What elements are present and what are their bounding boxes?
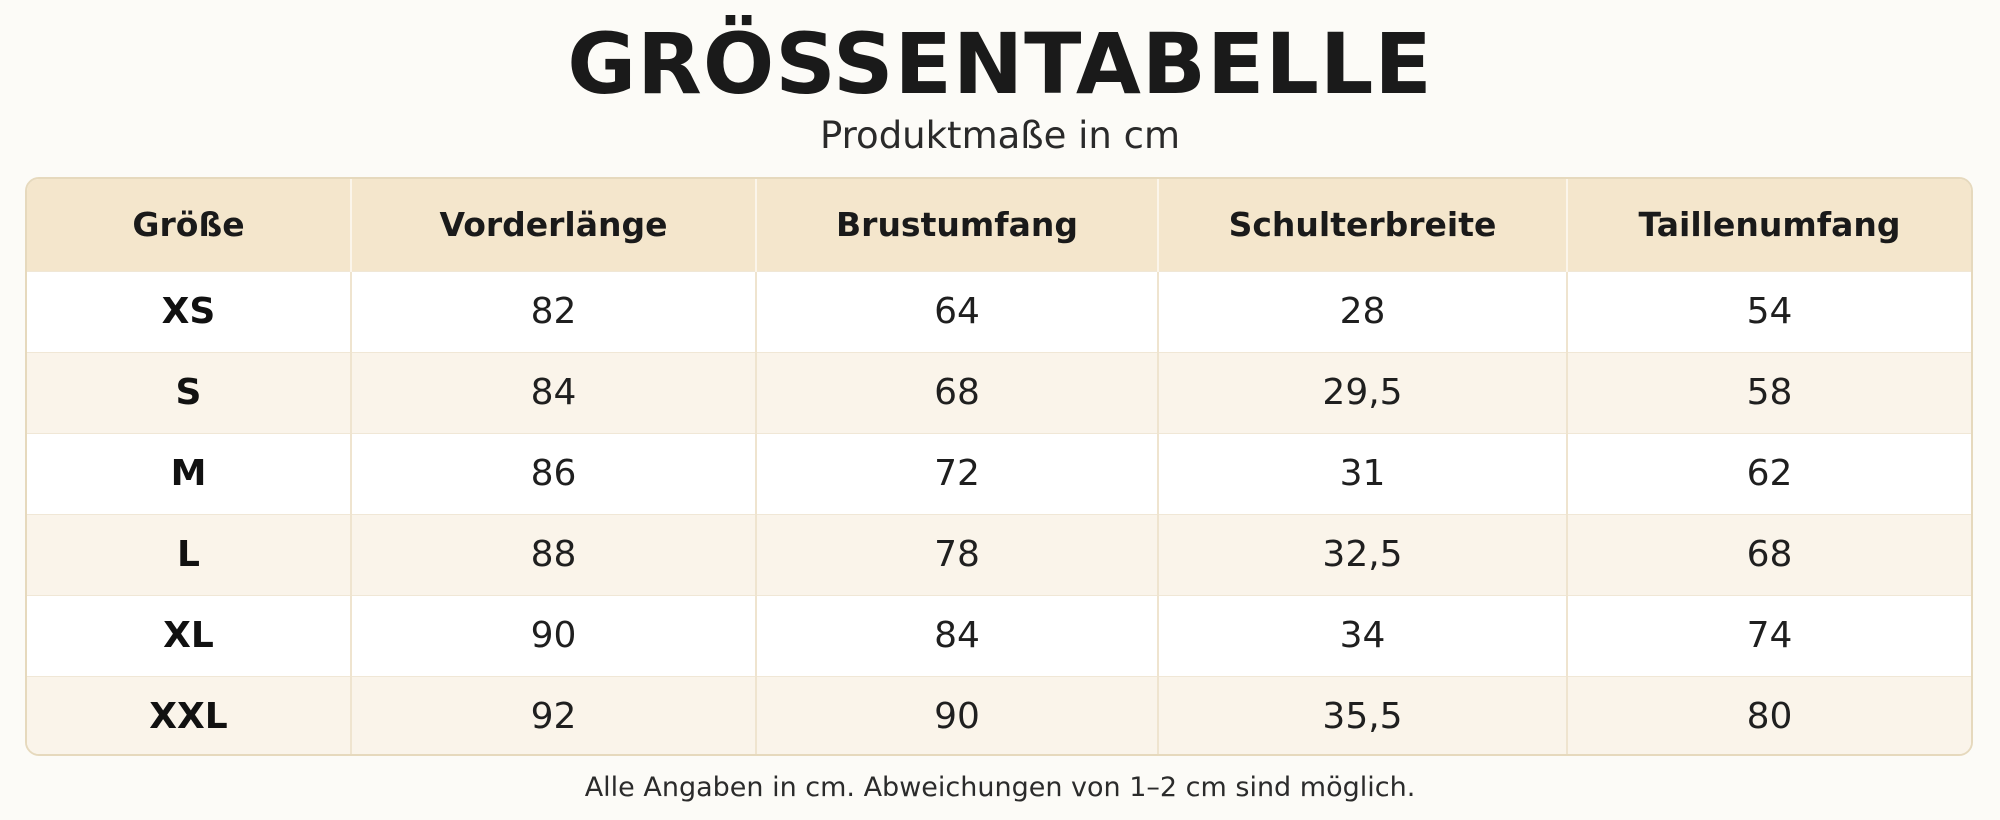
table-cell: 62 [1567, 432, 1971, 514]
table-cell: 31 [1158, 432, 1568, 514]
table-cell: 54 [1567, 270, 1971, 352]
table-cell: 28 [1158, 270, 1568, 352]
table-cell: 90 [756, 675, 1159, 754]
table-cell: 64 [756, 270, 1159, 352]
table-row: S 84 68 29,5 58 [27, 351, 1971, 433]
column-header-size: Größe [27, 179, 352, 271]
table-header-row: Größe Vorderlänge Brustumfang Schulterbr… [27, 179, 1971, 271]
page-subtitle: Produktmaße in cm [820, 114, 1180, 157]
table-row: L 88 78 32,5 68 [27, 513, 1971, 595]
column-header-chest: Brustumfang [756, 179, 1159, 271]
page-title: GRÖSSENTABELLE [567, 15, 1433, 113]
table-row: M 86 72 31 62 [27, 432, 1971, 514]
size-label: XXL [27, 675, 352, 754]
table-cell: 68 [1567, 513, 1971, 595]
table-cell: 78 [756, 513, 1159, 595]
size-table-container: Größe Vorderlänge Brustumfang Schulterbr… [25, 177, 1973, 756]
footnote: Alle Angaben in cm. Abweichungen von 1–2… [584, 772, 1416, 803]
table-cell: 58 [1567, 351, 1971, 433]
table-cell: 35,5 [1158, 675, 1568, 754]
table-cell: 86 [351, 432, 757, 514]
table-cell: 68 [756, 351, 1159, 433]
column-header-front-length: Vorderlänge [351, 179, 757, 271]
table-row: XXL 92 90 35,5 80 [27, 675, 1971, 754]
size-label: XS [27, 270, 352, 352]
table-cell: 72 [756, 432, 1159, 514]
table-cell: 90 [351, 594, 757, 676]
table-cell: 84 [351, 351, 757, 433]
size-label: M [27, 432, 352, 514]
size-label: XL [27, 594, 352, 676]
table-cell: 82 [351, 270, 757, 352]
column-header-waist: Taillenumfang [1638, 205, 1901, 245]
table-cell: 92 [351, 675, 757, 754]
table-cell: 88 [351, 513, 757, 595]
size-label: S [27, 351, 352, 433]
table-cell: 32,5 [1158, 513, 1568, 595]
table-cell: 84 [756, 594, 1159, 676]
column-header-shoulder-width: Schulterbreite [1158, 179, 1568, 271]
table-cell: 74 [1567, 594, 1971, 676]
table-cell: 29,5 [1158, 351, 1568, 433]
table-row: XS 82 64 28 54 [27, 270, 1971, 352]
size-label: L [27, 513, 352, 595]
size-table: Größe Vorderlänge Brustumfang Schulterbr… [27, 179, 1971, 754]
table-cell: 34 [1158, 594, 1568, 676]
table-row: XL 90 84 34 74 [27, 594, 1971, 676]
table-cell: 80 [1567, 675, 1971, 754]
